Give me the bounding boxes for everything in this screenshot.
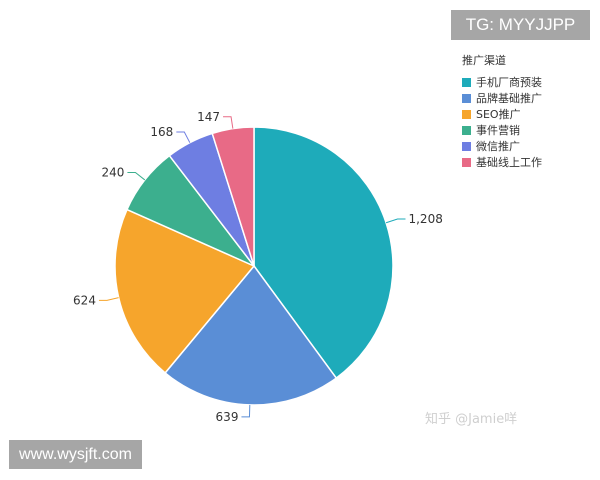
data-label: 147 [197,110,220,124]
watermark-zhihu: 知乎 @Jamie咩 [425,412,518,427]
data-label: 639 [216,410,239,424]
legend-swatch [462,125,471,135]
leader-line [176,131,191,143]
data-label: 624 [73,293,96,307]
legend-item[interactable]: SEO推广 [462,106,542,122]
legend-item[interactable]: 基础线上工作 [462,154,542,170]
pie-slice[interactable] [164,264,338,406]
legend-item[interactable]: 事件营销 [462,122,542,138]
legend-label: SEO推广 [476,108,521,121]
legend-swatch [462,93,471,103]
legend-label: 基础线上工作 [476,156,542,169]
pie-slice[interactable] [114,208,256,374]
leader-line [241,404,251,418]
watermark-site: www.wysjft.com [9,440,142,469]
legend-swatch [462,77,471,87]
watermark-tg: TG: MYYJJPP [451,10,590,40]
legend-label: 事件营销 [476,124,520,137]
legend-title: 推广渠道 [462,54,506,67]
data-label: 1,208 [408,212,442,226]
legend-label: 微信推广 [476,140,520,153]
legend-swatch [462,157,471,167]
leader-line [98,297,119,301]
pie-slice[interactable] [211,126,255,267]
legend-label: 品牌基础推广 [476,92,542,105]
data-label: 240 [102,166,125,180]
leader-line [223,116,234,129]
leader-line [127,172,146,181]
legend-item[interactable]: 手机厂商预装 [462,74,542,90]
legend-swatch [462,109,471,119]
legend: 推广渠道 手机厂商预装 品牌基础推广 SEO推广事件营销微信推广基础线上工作 [462,52,542,170]
data-label: 168 [150,125,173,139]
leader-line [385,218,406,224]
legend-swatch [462,141,471,151]
legend-label: 手机厂商预装 [476,76,542,89]
legend-item[interactable]: 品牌基础推广 [462,90,542,106]
legend-item[interactable]: 微信推广 [462,138,542,154]
